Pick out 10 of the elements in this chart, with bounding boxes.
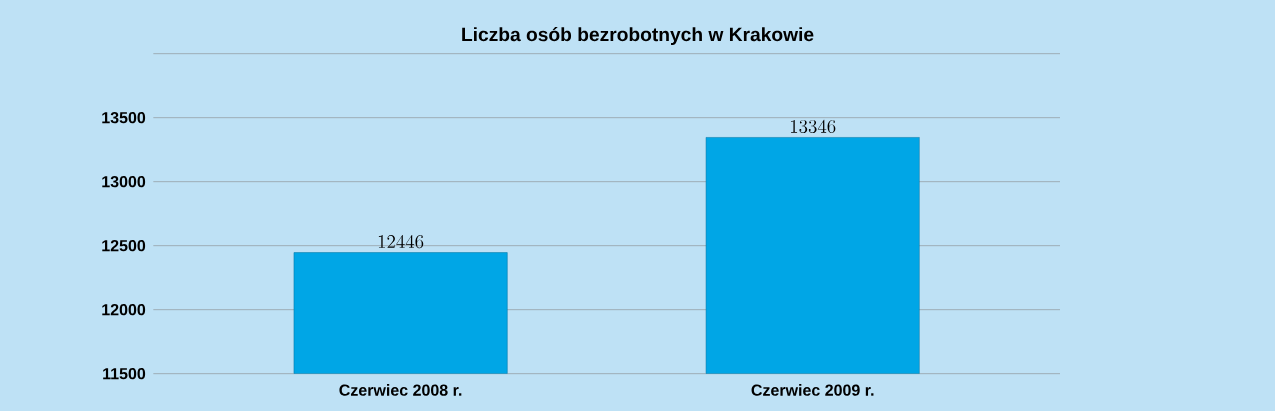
x-tick-label: Czerwiec 2008 r. — [339, 384, 462, 396]
y-tick-label: 13500 — [102, 112, 146, 124]
chart-title: Liczba osób bezrobotnych w Krakowie — [462, 26, 814, 46]
data-label: 12446 — [378, 234, 424, 249]
y-tick-label: 13000 — [102, 176, 146, 188]
x-tick-label: Czerwiec 2009 r. — [751, 384, 874, 396]
y-tick-label: 11500 — [103, 368, 146, 380]
y-tick-label: 12500 — [102, 240, 146, 252]
data-label: 13346 — [790, 119, 836, 134]
y-tick-label: 12000 — [102, 304, 146, 316]
